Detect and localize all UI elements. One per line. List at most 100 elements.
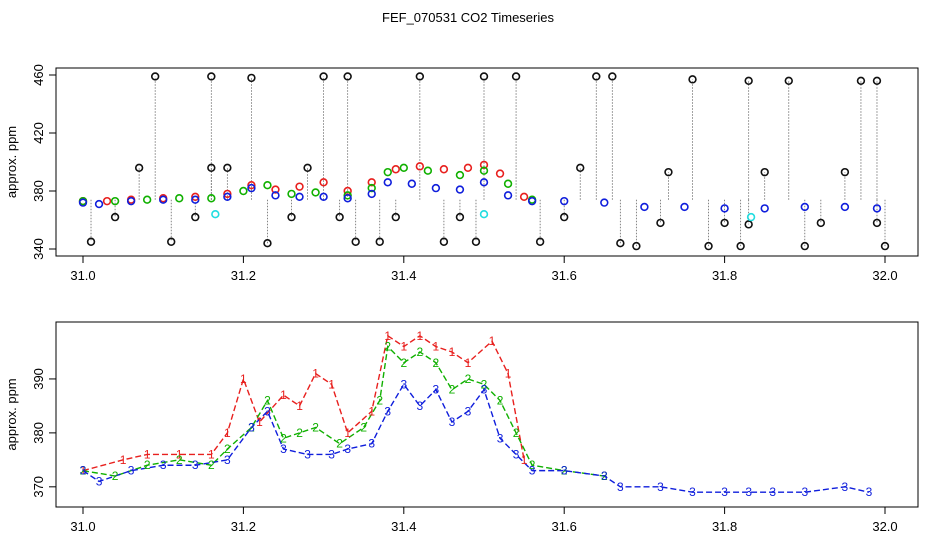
y-tick-label: 370 bbox=[31, 476, 46, 498]
scatter-point-black bbox=[511, 72, 521, 81]
plot-frame bbox=[55, 67, 919, 257]
scatter-point-red bbox=[415, 162, 425, 171]
scatter-point-black bbox=[207, 72, 216, 81]
series-point-label-3: 3 bbox=[561, 464, 568, 478]
scatter-point-black bbox=[856, 76, 866, 86]
series-point-label-3: 3 bbox=[801, 485, 808, 499]
scatter-point-green bbox=[311, 188, 320, 197]
scatter-point-black bbox=[86, 237, 96, 246]
scatter-point-green bbox=[207, 194, 216, 203]
scatter-point-blue bbox=[479, 178, 489, 187]
series-point-label-2: 2 bbox=[481, 377, 488, 391]
series-point-label-3: 3 bbox=[128, 464, 135, 478]
scatter-point-black bbox=[479, 72, 489, 81]
scatter-point-red bbox=[519, 192, 529, 202]
scatter-point-blue bbox=[720, 204, 729, 213]
series-point-label-2: 2 bbox=[433, 356, 440, 370]
scatter-point-blue bbox=[407, 179, 417, 188]
x-tick-label: 32.0 bbox=[872, 519, 897, 534]
scatter-point-black bbox=[439, 237, 449, 246]
series-point-label-3: 3 bbox=[368, 437, 375, 451]
scatter-point-black bbox=[343, 72, 352, 81]
series-point-label-3: 3 bbox=[465, 404, 472, 418]
series-point-label-1: 1 bbox=[80, 464, 87, 478]
scatter-point-green bbox=[503, 179, 513, 188]
scatter-point-green bbox=[263, 181, 272, 190]
scatter-point-red bbox=[495, 169, 505, 178]
scatter-point-blue bbox=[247, 183, 256, 193]
scatter-point-blue bbox=[295, 192, 304, 202]
scatter-point-blue bbox=[78, 198, 88, 207]
scatter-point-black bbox=[287, 212, 296, 222]
series-point-label-3: 3 bbox=[416, 399, 423, 413]
scatter-point-blue bbox=[319, 192, 328, 202]
scatter-point-black bbox=[455, 212, 465, 222]
x-tick-label: 31.8 bbox=[712, 519, 737, 534]
series-point-label-3: 3 bbox=[264, 404, 271, 418]
scatter-point-red bbox=[439, 165, 449, 174]
series-point-label-1: 1 bbox=[312, 367, 319, 381]
series-point-label-2: 2 bbox=[449, 383, 456, 397]
x-tick-label: 31.2 bbox=[231, 268, 256, 283]
series-point-label-2: 2 bbox=[497, 394, 504, 408]
x-tick-label: 31.2 bbox=[231, 519, 256, 534]
scatter-point-black bbox=[375, 237, 384, 246]
series-point-label-3: 3 bbox=[304, 447, 311, 461]
scatter-point-black bbox=[720, 218, 729, 228]
series-point-label-1: 1 bbox=[368, 404, 375, 418]
scatter-point-black bbox=[303, 163, 312, 173]
x-tick-label: 31.6 bbox=[552, 519, 577, 534]
scatter-point-black bbox=[664, 167, 673, 177]
x-tick-label: 31.4 bbox=[391, 519, 416, 534]
series-point-label-3: 3 bbox=[224, 453, 231, 467]
series-point-label-1: 1 bbox=[400, 340, 407, 354]
scatter-point-green bbox=[110, 196, 120, 206]
scatter-point-black bbox=[744, 220, 753, 229]
scatter-point-black bbox=[247, 73, 256, 83]
scatter-point-black bbox=[704, 241, 713, 251]
series-point-label-3: 3 bbox=[400, 377, 407, 391]
series-point-label-1: 1 bbox=[489, 334, 496, 348]
series-point-label-3: 3 bbox=[328, 447, 335, 461]
y-tick-label: 380 bbox=[31, 422, 46, 444]
series-point-label-2: 2 bbox=[224, 442, 231, 456]
series-point-label-3: 3 bbox=[721, 485, 728, 499]
scatter-point-green bbox=[142, 195, 152, 204]
scatter-point-green bbox=[239, 186, 248, 196]
series-point-label-1: 1 bbox=[280, 388, 287, 402]
series-point-label-1: 1 bbox=[120, 453, 127, 467]
scatter-point-black bbox=[110, 212, 120, 222]
scatter-point-blue bbox=[760, 204, 769, 213]
x-tick-label: 31.0 bbox=[70, 519, 95, 534]
scatter-point-cyan bbox=[479, 210, 489, 219]
series-point-label-2: 2 bbox=[336, 437, 343, 451]
series-point-label-2: 2 bbox=[280, 431, 287, 445]
y-axis-label: approx. ppm bbox=[4, 378, 19, 450]
scatter-point-black bbox=[559, 212, 569, 222]
scatter-point-blue bbox=[94, 199, 104, 209]
series-point-label-2: 2 bbox=[416, 345, 423, 359]
scatter-point-black bbox=[688, 75, 697, 84]
series-point-label-3: 3 bbox=[601, 469, 608, 483]
scatter-point-blue bbox=[527, 196, 537, 206]
y-tick-label: 420 bbox=[31, 122, 46, 144]
scatter-point-green bbox=[455, 170, 465, 180]
series-point-label-3: 3 bbox=[433, 383, 440, 397]
scatter-point-red bbox=[391, 165, 400, 174]
series-point-label-2: 2 bbox=[176, 453, 183, 467]
series-point-label-1: 1 bbox=[433, 340, 440, 354]
scatter-point-green bbox=[175, 194, 184, 203]
scatter-point-black bbox=[263, 239, 272, 248]
scatter-point-black bbox=[576, 163, 585, 173]
series-point-label-3: 3 bbox=[481, 383, 488, 397]
series-point-label-2: 2 bbox=[400, 356, 407, 370]
scatter-point-blue bbox=[559, 196, 569, 206]
series-point-label-1: 1 bbox=[384, 329, 391, 343]
series-point-label-1: 1 bbox=[328, 377, 335, 391]
scatter-point-blue bbox=[431, 183, 441, 193]
series-point-label-3: 3 bbox=[192, 458, 199, 472]
scatter-point-cyan bbox=[211, 210, 220, 219]
scatter-point-black bbox=[616, 239, 625, 248]
series-line-1 bbox=[82, 334, 525, 472]
